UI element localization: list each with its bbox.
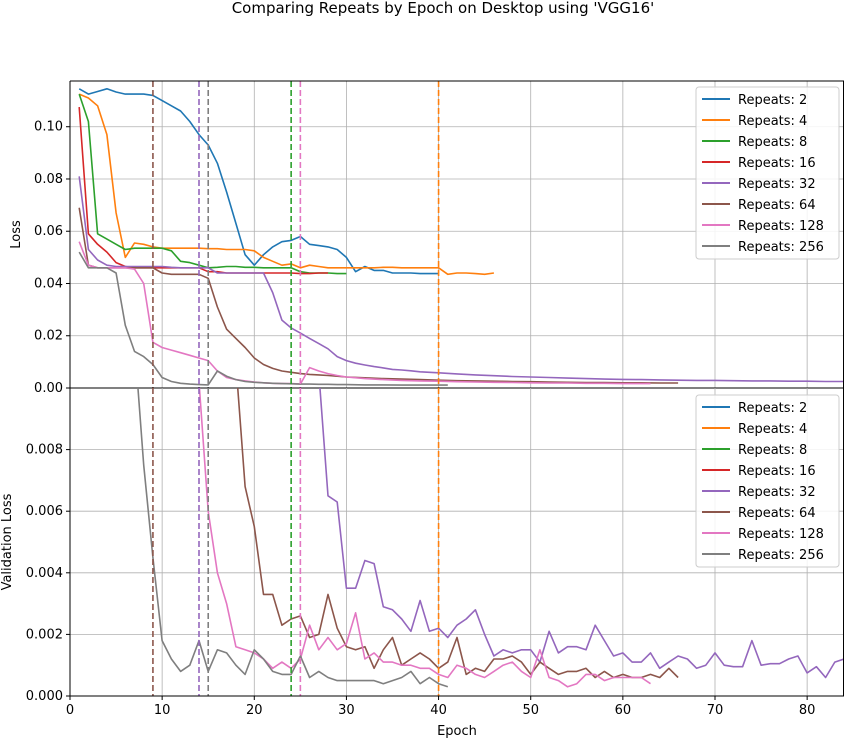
series-line-repeats-64: [236, 388, 679, 679]
x-tick-label: 20: [246, 703, 263, 718]
figure-title: Comparing Repeats by Epoch on Desktop us…: [232, 0, 655, 17]
legend-label-repeats-4: Repeats: 4: [738, 114, 807, 129]
y-tick-label: 0.06: [34, 224, 63, 239]
legend-label-repeats-128: Repeats: 128: [738, 527, 824, 542]
legend-label-repeats-2: Repeats: 2: [738, 401, 807, 416]
series-line-repeats-32: [319, 388, 844, 679]
y-tick-label: 0.04: [34, 276, 63, 291]
y-tick-label: 0.08: [34, 172, 63, 187]
x-tick-label: 50: [522, 703, 539, 718]
legend-label-repeats-256: Repeats: 256: [738, 548, 824, 563]
legend: Repeats: 2 Repeats: 4 Repeats: 8 Repeats: 1…: [695, 86, 840, 260]
series-line-repeats-256: [137, 388, 449, 688]
y-tick-label: 0.002: [26, 627, 63, 642]
legend-label-repeats-256: Repeats: 256: [738, 240, 824, 255]
y-tick-label: 0.004: [26, 566, 63, 581]
series-line-repeats-2: [78, 88, 439, 275]
y-tick-label: 0.02: [34, 329, 63, 344]
series-line-repeats-32: [78, 176, 844, 383]
y-tick-label: 0.008: [26, 443, 63, 458]
legend-label-repeats-64: Repeats: 64: [738, 198, 816, 213]
y-tick-label: 0.000: [26, 689, 63, 704]
y-axis-label: Loss: [9, 220, 24, 249]
legend-label-repeats-8: Repeats: 8: [738, 443, 807, 458]
series-line-repeats-8: [78, 93, 347, 275]
series-line-repeats-256: [78, 251, 448, 386]
y-tick-label: 0.10: [34, 120, 63, 135]
y-axis-label: Validation Loss: [0, 493, 15, 590]
legend-label-repeats-16: Repeats: 16: [738, 156, 816, 171]
series-group: [78, 88, 844, 386]
legend: Repeats: 2 Repeats: 4 Repeats: 8 Repeats: 1…: [695, 394, 840, 568]
y-tick-label: 0.006: [26, 504, 63, 519]
x-tick-label: 80: [799, 703, 816, 718]
series-line-repeats-16: [78, 107, 328, 275]
series-line-repeats-64: [78, 207, 679, 384]
series-line-repeats-4: [78, 93, 495, 276]
y-tick-label: 0.00: [34, 381, 63, 396]
legend-label-repeats-4: Repeats: 4: [738, 422, 807, 437]
x-tick-label: 60: [615, 703, 632, 718]
legend-box: [695, 394, 840, 568]
x-tick-label: 30: [338, 703, 355, 718]
legend-label-repeats-32: Repeats: 32: [738, 485, 816, 500]
legend-label-repeats-16: Repeats: 16: [738, 464, 816, 479]
x-tick-label: 10: [154, 703, 171, 718]
series-group: [137, 388, 844, 688]
legend-label-repeats-32: Repeats: 32: [738, 177, 816, 192]
legend-label-repeats-128: Repeats: 128: [738, 219, 824, 234]
x-tick-label: 0: [66, 703, 74, 718]
legend-box: [695, 86, 840, 260]
x-axis-label: Epoch: [437, 724, 477, 739]
x-tick-label: 70: [707, 703, 724, 718]
x-tick-label: 40: [430, 703, 447, 718]
legend-label-repeats-8: Repeats: 8: [738, 135, 807, 150]
legend-label-repeats-2: Repeats: 2: [738, 93, 807, 108]
legend-label-repeats-64: Repeats: 64: [738, 506, 816, 521]
